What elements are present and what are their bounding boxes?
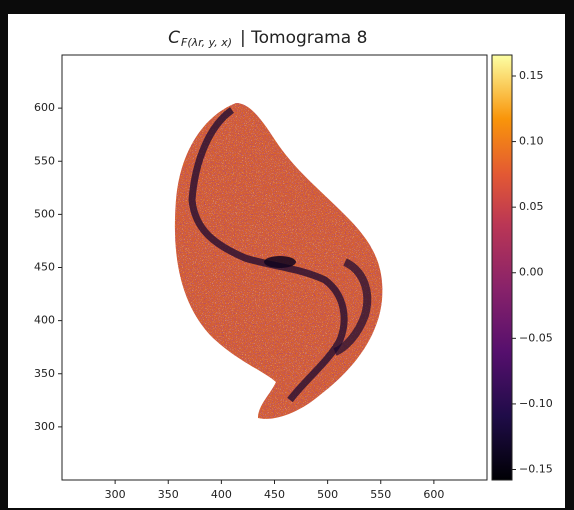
colorbar-tick-label: 0.00 bbox=[519, 266, 544, 279]
y-tick-label: 500 bbox=[34, 207, 55, 220]
colorbar-tick-label: 0.15 bbox=[519, 69, 544, 82]
x-tick-label: 550 bbox=[370, 488, 391, 501]
tomogram-image bbox=[174, 103, 383, 419]
x-tick-label: 600 bbox=[423, 488, 444, 501]
x-tick-label: 450 bbox=[264, 488, 285, 501]
y-tick-label: 300 bbox=[34, 420, 55, 433]
colorbar-tick-label: 0.10 bbox=[519, 135, 544, 148]
y-tick-label: 350 bbox=[34, 367, 55, 380]
title-text: | Tomograma 8 bbox=[240, 28, 367, 48]
y-tick-label: 550 bbox=[34, 154, 55, 167]
colorbar bbox=[491, 54, 513, 481]
colorbar-tick-label: 0.05 bbox=[519, 200, 544, 213]
x-tick-label: 300 bbox=[105, 488, 126, 501]
y-tick-label: 600 bbox=[34, 101, 55, 114]
x-tick-label: 500 bbox=[317, 488, 338, 501]
title-symbol: C bbox=[168, 28, 180, 48]
x-tick-label: 400 bbox=[211, 488, 232, 501]
x-tick-label: 350 bbox=[158, 488, 179, 501]
y-tick-label: 450 bbox=[34, 261, 55, 274]
colorbar-tick-label: −0.10 bbox=[519, 397, 553, 410]
colorbar-tick-label: −0.05 bbox=[519, 331, 553, 344]
title-subscript: F(λr, y, x) bbox=[181, 36, 232, 49]
colorbar-tick-label: −0.15 bbox=[519, 463, 553, 476]
y-tick-label: 400 bbox=[34, 314, 55, 327]
